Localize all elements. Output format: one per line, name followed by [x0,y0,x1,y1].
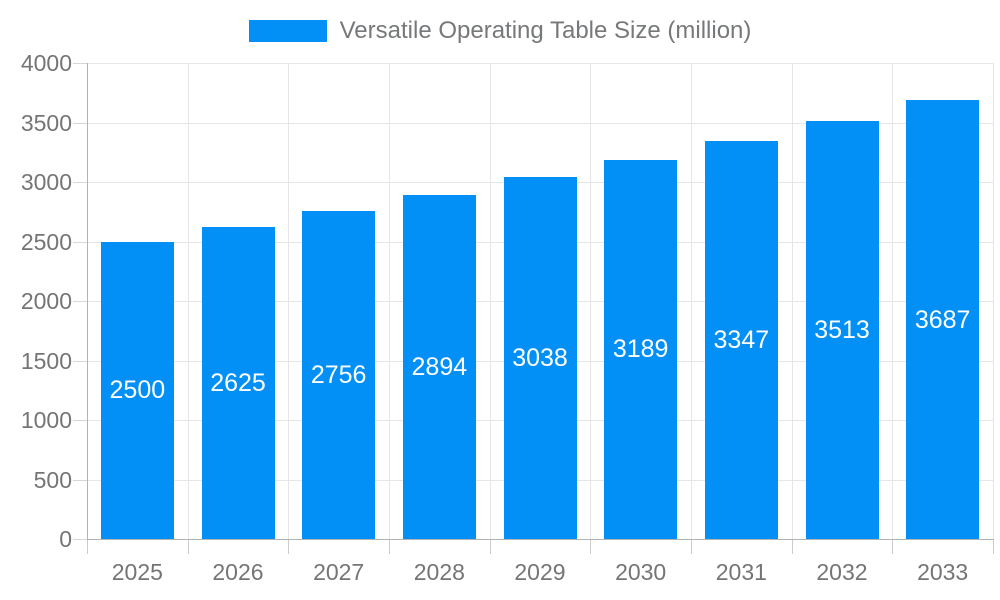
bar[interactable] [604,159,678,539]
y-axis-tick [73,182,87,183]
bar[interactable] [402,194,476,539]
x-gridline [590,63,592,539]
x-axis-label: 2032 [816,559,868,585]
bar[interactable] [201,226,275,539]
bar[interactable] [302,211,376,539]
y-axis-label: 3500 [20,109,72,136]
legend[interactable]: Versatile Operating Table Size (million) [0,18,1000,44]
x-gridline [489,63,491,539]
y-axis-tick [73,479,87,481]
y-axis-label: 1500 [20,347,72,374]
x-axis-tick [691,539,692,554]
x-axis-tick [187,539,189,554]
bar[interactable] [704,140,778,539]
y-axis-tick [73,360,87,362]
x-axis-label: 2031 [715,559,767,585]
x-axis-tick [892,539,894,554]
y-axis-tick [73,539,87,540]
x-axis-tick [489,539,491,554]
x-axis-label: 2027 [313,559,365,585]
x-axis-tick [288,539,290,554]
y-gridline [87,63,993,64]
x-gridline [187,63,189,539]
x-axis-label: 2025 [111,559,163,585]
x-gridline [791,63,793,539]
legend-swatch [248,20,327,42]
x-axis-tick [993,539,994,554]
y-axis-tick [73,122,87,124]
y-axis-label: 1000 [20,407,72,433]
x-axis-label: 2026 [212,559,264,585]
bar[interactable] [906,100,980,539]
x-axis-label: 2028 [413,559,465,585]
bar[interactable] [100,241,174,539]
x-axis-tick [590,539,592,554]
x-axis-line [87,539,994,540]
x-gridline [288,63,290,539]
y-axis-tick [73,301,87,302]
y-axis-label: 0 [59,526,72,552]
x-axis-label: 2029 [514,559,566,585]
y-axis-line [87,63,88,540]
x-axis-tick [791,539,793,554]
x-gridline [892,63,894,539]
y-axis-label: 2500 [20,228,72,255]
bar[interactable] [503,177,577,539]
x-axis-tick [87,539,88,554]
y-axis-label: 4000 [20,50,72,76]
x-gridline [993,63,994,539]
y-axis-label: 3000 [20,169,72,195]
x-gridline [691,63,692,539]
x-axis-label: 2033 [917,559,969,585]
y-axis-tick [73,241,87,243]
x-axis-label: 2030 [615,559,667,585]
x-axis-tick [389,539,390,554]
bar[interactable] [805,120,879,539]
y-axis-label: 2000 [20,288,72,314]
y-axis-tick [73,63,87,64]
y-axis-tick [73,420,87,421]
x-gridline [389,63,390,539]
y-axis-label: 500 [33,466,72,493]
legend-label: Versatile Operating Table Size (million) [339,17,752,44]
